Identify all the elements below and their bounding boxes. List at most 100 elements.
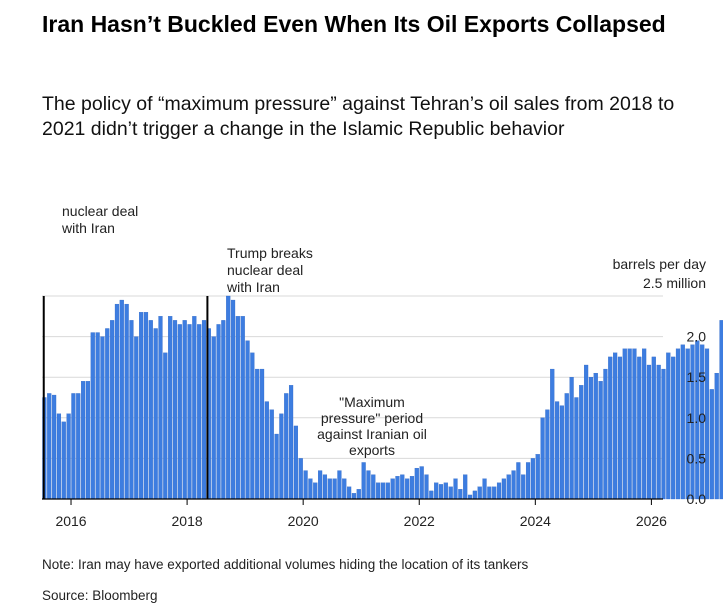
bar-78 (419, 466, 424, 500)
bar-40 (235, 316, 240, 500)
bar-128 (661, 368, 666, 500)
bar-84 (448, 486, 453, 500)
bar-42 (245, 340, 250, 500)
bar-102 (535, 454, 540, 500)
bar-104 (545, 409, 550, 500)
bar-62 (342, 478, 347, 500)
bar-43 (250, 352, 255, 500)
annotation-maximum-pressure-line-0: "Maximum (339, 394, 405, 410)
bar-54 (303, 470, 308, 500)
bar-89 (472, 490, 477, 500)
bar-103 (540, 417, 545, 500)
bar-44 (255, 368, 260, 500)
bar-28 (177, 324, 182, 500)
bar-99 (521, 474, 526, 500)
bar-107 (559, 405, 564, 500)
bar-97 (511, 470, 516, 500)
bar-61 (337, 470, 342, 500)
bar-126 (651, 356, 656, 500)
bar-36 (216, 324, 221, 500)
bar-41 (240, 316, 245, 500)
bar-134 (690, 344, 695, 500)
bar-65 (356, 489, 361, 500)
bar-131 (675, 348, 681, 500)
bar-111 (579, 385, 584, 500)
x-tick-label-2024: 2024 (520, 513, 551, 529)
bar-12 (100, 336, 105, 500)
y-unit-label: barrels per day (613, 256, 706, 272)
bar-1 (47, 393, 52, 500)
bar-129 (666, 352, 671, 500)
x-tick-label-2026: 2026 (636, 513, 667, 529)
footnote: Note: Iran may have exported additional … (42, 557, 529, 572)
x-tick-label-2016: 2016 (55, 513, 86, 529)
bar-14 (110, 320, 115, 500)
bar-132 (680, 344, 685, 500)
bar-121 (627, 348, 632, 500)
bar-133 (685, 348, 690, 500)
bar-15 (114, 303, 120, 500)
bar-85 (453, 478, 458, 500)
bar-82 (438, 484, 444, 500)
bar-18 (129, 320, 134, 500)
bar-6 (71, 393, 76, 500)
annotation-maximum-pressure-line-2: against Iranian oil (317, 426, 427, 442)
chart-labels: barrels per day 2.5 million nuclear deal wi… (61, 203, 706, 458)
bar-81 (434, 482, 439, 500)
bar-86 (458, 489, 463, 500)
bar-20 (139, 312, 144, 500)
bar-93 (492, 486, 497, 500)
annotation-trump-breaks-line-2: with Iran (226, 279, 280, 295)
bar-116 (603, 368, 608, 500)
bar-64 (351, 493, 357, 500)
annotation-maximum-pressure-line-1: pressure" period (321, 410, 423, 426)
bar-130 (671, 356, 676, 500)
bar-48 (274, 433, 279, 500)
bar-92 (487, 486, 492, 500)
bar-8 (81, 381, 86, 500)
bar-25 (163, 352, 168, 500)
bar-88 (467, 494, 473, 500)
bar-4 (61, 421, 66, 500)
bar-56 (313, 482, 318, 500)
bar-118 (613, 352, 618, 500)
bar-109 (569, 377, 574, 500)
bar-105 (550, 368, 555, 500)
bar-76 (409, 476, 415, 500)
bar-71 (385, 482, 390, 500)
bar-100 (525, 462, 531, 500)
bar-26 (168, 316, 173, 500)
bar-59 (327, 478, 332, 500)
y-unit-scale: 2.5 million (643, 275, 706, 291)
bar-22 (148, 320, 153, 500)
bar-45 (259, 368, 265, 500)
bar-70 (380, 482, 386, 500)
bar-122 (632, 348, 637, 500)
bar-96 (506, 474, 511, 500)
bar-135 (695, 340, 700, 500)
chart-subtitle: The policy of “maximum pressure” against… (42, 93, 675, 140)
bar-106 (555, 401, 560, 500)
bar-chart: 2016 2018 2020 2022 2024 20260.00.51.01.52.0 … (42, 203, 723, 529)
bar-75 (405, 478, 410, 500)
bar-95 (501, 478, 506, 500)
bar-32 (197, 324, 202, 500)
bar-136 (700, 344, 705, 500)
bar-23 (153, 328, 158, 500)
bar-108 (564, 393, 569, 500)
x-tick-label-2018: 2018 (172, 513, 203, 529)
bar-30 (187, 324, 192, 500)
bar-74 (400, 474, 405, 500)
y-tick-label-1: 0.5 (687, 450, 707, 466)
axes: 2016 2018 2020 2022 2024 2026 0.0 0.5 1.0 1.5 2.0 (42, 329, 706, 529)
bar-139 (714, 372, 719, 500)
bar-3 (56, 413, 62, 500)
bar-66 (361, 462, 366, 500)
bar-73 (395, 476, 400, 500)
bar-9 (85, 381, 91, 500)
bar-46 (264, 401, 269, 500)
annotation-nuclear-deal-line-0: nuclear deal (62, 203, 138, 219)
bar-27 (172, 320, 178, 500)
bar-51 (288, 385, 294, 500)
bar-58 (322, 474, 328, 500)
